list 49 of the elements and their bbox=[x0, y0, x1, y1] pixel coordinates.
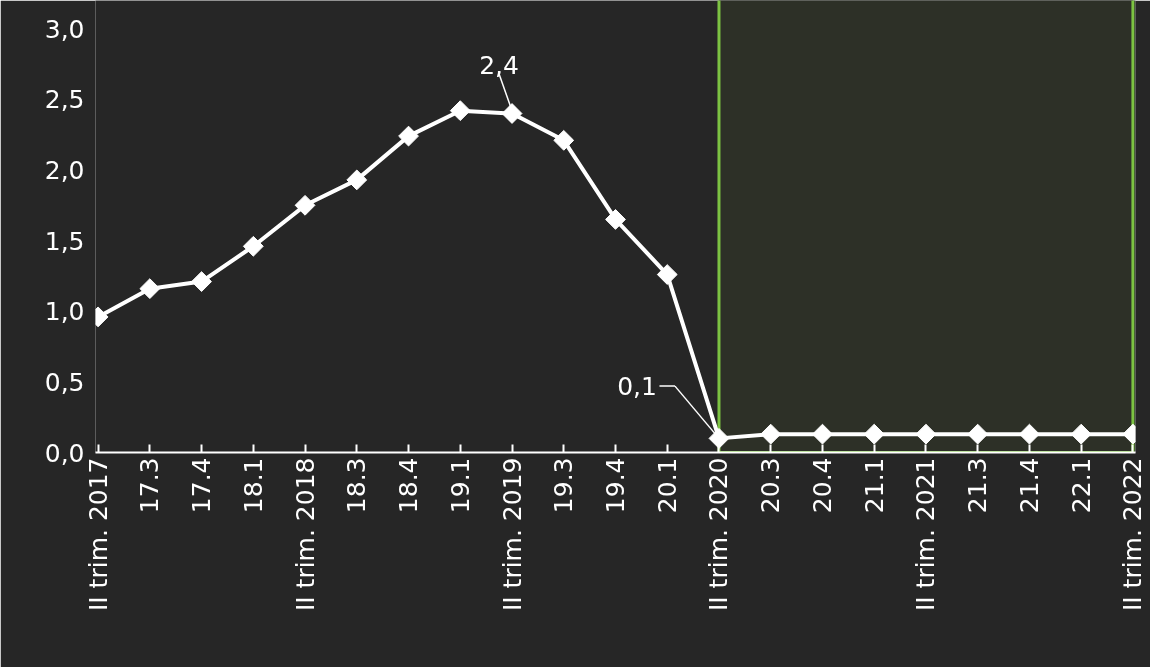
y-tick-label: 3,0 bbox=[44, 14, 85, 44]
x-tick-label: 18.3 bbox=[342, 457, 372, 514]
point bbox=[760, 423, 782, 445]
x-tick-label: 18.1 bbox=[238, 457, 268, 514]
x-tick-label: 20.3 bbox=[756, 457, 786, 514]
x-tick-label: 20.4 bbox=[807, 457, 837, 514]
point bbox=[139, 278, 161, 300]
y-tick-label: 1,0 bbox=[44, 297, 85, 327]
point bbox=[242, 235, 264, 257]
point bbox=[605, 209, 626, 230]
x-tick-label: 19.4 bbox=[601, 457, 630, 514]
point bbox=[398, 125, 419, 147]
y-tick-label: 1,5 bbox=[44, 226, 85, 256]
point bbox=[501, 103, 523, 124]
y-tick-label: 0,5 bbox=[44, 367, 85, 397]
x-tick-label: II trim. 2018 bbox=[290, 457, 320, 612]
point bbox=[863, 423, 885, 445]
point bbox=[346, 169, 368, 191]
x-tick-label: 22.1 bbox=[1066, 457, 1096, 514]
y-tick-label: 2,5 bbox=[44, 85, 85, 115]
x-tick-label: II trim. 2021 bbox=[911, 457, 941, 612]
y-tick-label: 2,0 bbox=[44, 156, 85, 185]
point bbox=[812, 423, 833, 445]
x-tick-label: 21.1 bbox=[859, 457, 889, 514]
point bbox=[915, 423, 937, 445]
data-label: 2,4 bbox=[479, 50, 519, 80]
x-tick-label: II trim. 2022 bbox=[1118, 457, 1148, 612]
point bbox=[1019, 423, 1040, 445]
x-tick-label: II trim. 2017 bbox=[83, 457, 113, 612]
x-tick-label: 17.4 bbox=[187, 457, 217, 514]
x-tick-label: II trim. 2020 bbox=[704, 457, 734, 612]
x-tick-label: 21.4 bbox=[1014, 457, 1044, 514]
x-tick-label: 20.1 bbox=[652, 457, 682, 514]
point bbox=[656, 264, 678, 285]
data-label: 0,1 bbox=[617, 372, 657, 402]
x-tick-label: 19.3 bbox=[549, 457, 579, 514]
y-tick-label: 0,0 bbox=[44, 438, 85, 468]
point bbox=[1070, 423, 1092, 445]
point bbox=[708, 427, 730, 449]
point bbox=[294, 194, 316, 216]
x-tick-label: II trim. 2019 bbox=[497, 457, 527, 612]
point bbox=[191, 271, 212, 292]
point bbox=[449, 100, 471, 122]
point bbox=[553, 129, 575, 151]
x-tick-label: 17.3 bbox=[135, 457, 165, 514]
x-tick-label: 19.1 bbox=[445, 457, 475, 514]
x-tick-label: 21.3 bbox=[963, 457, 993, 514]
x-tick-label: 18.4 bbox=[394, 457, 424, 514]
point bbox=[967, 423, 989, 445]
